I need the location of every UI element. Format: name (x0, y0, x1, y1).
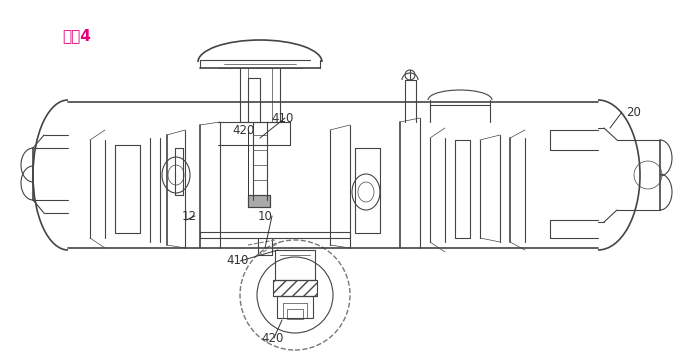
Bar (287, 309, 303, 319)
Text: 410: 410 (271, 111, 293, 125)
Text: 20: 20 (626, 105, 641, 119)
Text: 도면4: 도면4 (62, 28, 91, 43)
Text: 10: 10 (258, 209, 273, 223)
Text: 12: 12 (182, 209, 197, 223)
Text: 420: 420 (261, 332, 284, 344)
Bar (273, 280, 317, 296)
Bar (275, 250, 315, 280)
Text: 420: 420 (232, 124, 254, 137)
Bar (248, 195, 270, 207)
Bar (277, 296, 313, 318)
Text: 410: 410 (226, 255, 249, 268)
